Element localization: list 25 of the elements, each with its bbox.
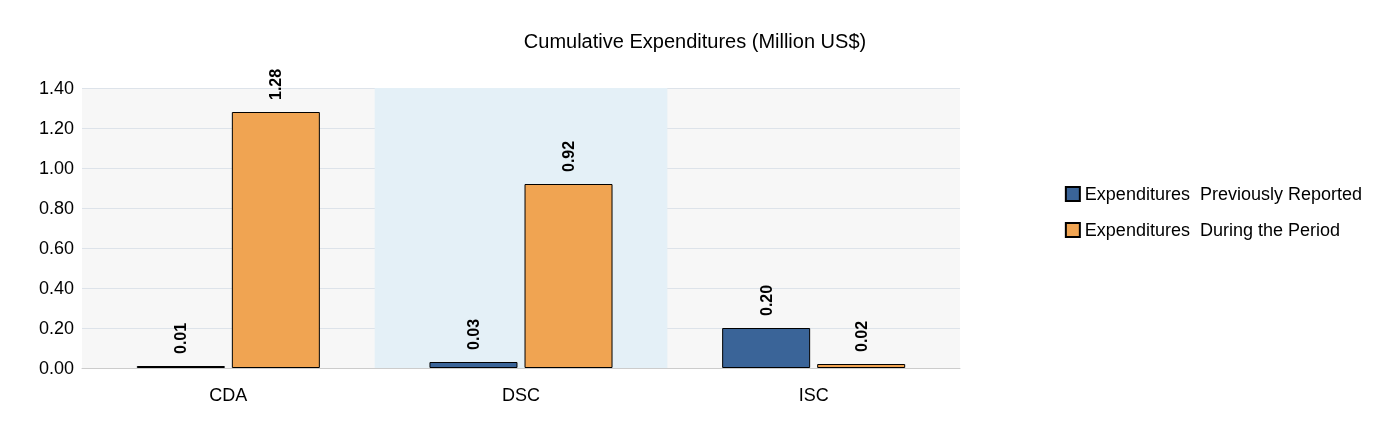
bar [524, 184, 613, 368]
x-tick-label: ISC [798, 385, 829, 405]
bar [722, 328, 811, 368]
y-tick-label: 1.00 [38, 158, 74, 178]
chart-title: Cumulative Expenditures (Million US$) [523, 30, 867, 52]
legend-label: Expenditures Previously Reported [1084, 184, 1363, 204]
data-label: 0.01 [172, 322, 190, 354]
x-tick-label: CDA [209, 385, 248, 405]
x-tick-label: DSC [501, 385, 541, 405]
data-label: 0.92 [560, 140, 578, 172]
bar [429, 362, 518, 368]
data-label: 0.02 [852, 320, 870, 352]
legend-label: Expenditures During the Period [1084, 220, 1341, 240]
y-tick-label: 0.60 [38, 238, 74, 258]
y-tick-label: 0.80 [38, 198, 74, 218]
bar [817, 364, 906, 368]
bar [231, 112, 320, 368]
y-tick-label: 1.40 [38, 78, 74, 98]
y-tick-label: 0.00 [38, 358, 74, 378]
data-label: 0.03 [464, 318, 482, 350]
y-tick-label: 0.20 [38, 318, 74, 338]
y-tick-label: 1.20 [38, 118, 74, 138]
y-tick-label: 0.40 [38, 278, 74, 298]
data-label: 0.20 [757, 284, 775, 316]
data-label: 1.28 [267, 68, 285, 100]
